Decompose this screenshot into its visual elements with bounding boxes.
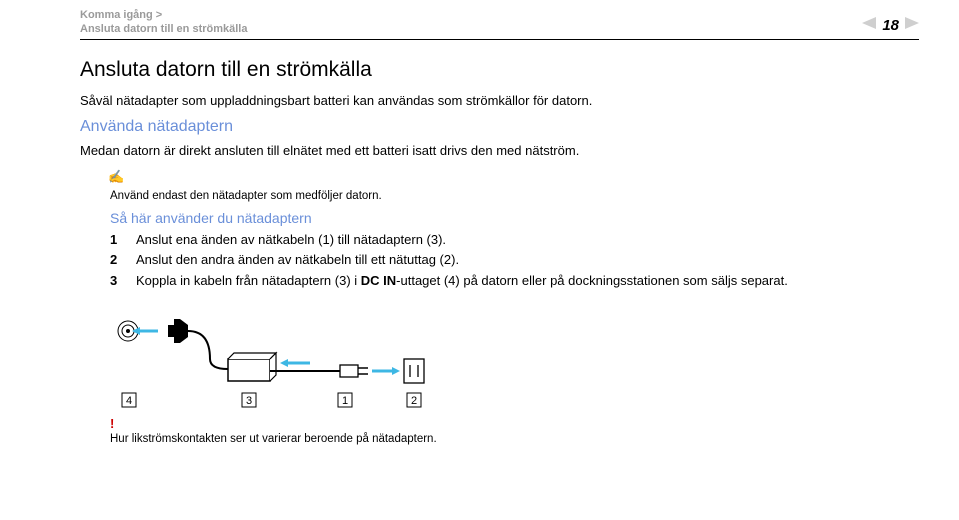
section-title-howto: Så här använder du nätadaptern bbox=[110, 210, 919, 226]
note-block: ✍ Använd endast den nätadapter som medfö… bbox=[110, 168, 919, 204]
step-text: Anslut ena änden av nätkabeln (1) till n… bbox=[136, 230, 446, 250]
diagram-label-3: 3 bbox=[246, 395, 252, 407]
warning-text: Hur likströmskontakten ser ut varierar b… bbox=[110, 432, 919, 448]
note-text: Använd endast den nätadapter som medfölj… bbox=[110, 188, 919, 204]
step-number: 2 bbox=[110, 250, 122, 270]
page-nav: 18 bbox=[862, 8, 919, 34]
step-number: 1 bbox=[110, 230, 122, 250]
connection-diagram: 4 3 1 2 bbox=[110, 303, 450, 413]
intro-text: Såväl nätadapter som uppladdningsbart ba… bbox=[80, 92, 919, 110]
breadcrumb-line-1: Komma igång > bbox=[80, 8, 247, 22]
section-title-use-adapter: Använda nätadaptern bbox=[80, 118, 919, 136]
section-body-use-adapter: Medan datorn är direkt ansluten till eln… bbox=[80, 142, 919, 160]
diagram-label-4: 4 bbox=[126, 395, 132, 407]
step-text: Anslut den andra änden av nätkabeln till… bbox=[136, 250, 459, 270]
step3-pre: Koppla in kabeln från nätadaptern (3) i bbox=[136, 273, 361, 288]
step-2: 2 Anslut den andra änden av nätkabeln ti… bbox=[110, 250, 919, 270]
breadcrumb-line-2: Ansluta datorn till en strömkälla bbox=[80, 22, 247, 36]
page-header: Komma igång > Ansluta datorn till en str… bbox=[80, 8, 919, 40]
warning-block: ! Hur likströmskontakten ser ut varierar… bbox=[110, 415, 919, 448]
page-number: 18 bbox=[882, 17, 899, 34]
prev-page-icon[interactable] bbox=[862, 16, 876, 34]
diagram-label-2: 2 bbox=[411, 395, 417, 407]
step-1: 1 Anslut ena änden av nätkabeln (1) till… bbox=[110, 230, 919, 250]
note-icon: ✍ bbox=[108, 168, 919, 186]
diagram-label-1: 1 bbox=[342, 395, 348, 407]
step-number: 3 bbox=[110, 271, 122, 291]
next-page-icon[interactable] bbox=[905, 16, 919, 34]
breadcrumb: Komma igång > Ansluta datorn till en str… bbox=[80, 8, 247, 37]
warning-icon: ! bbox=[110, 415, 919, 433]
step-list: 1 Anslut ena änden av nätkabeln (1) till… bbox=[110, 230, 919, 290]
step-3: 3 Koppla in kabeln från nätadaptern (3) … bbox=[110, 271, 919, 291]
page-title: Ansluta datorn till en strömkälla bbox=[80, 58, 919, 82]
step3-bold: DC IN bbox=[361, 273, 396, 288]
step-text: Koppla in kabeln från nätadaptern (3) i … bbox=[136, 271, 788, 291]
step3-post: -uttaget (4) på datorn eller på dockning… bbox=[396, 273, 788, 288]
